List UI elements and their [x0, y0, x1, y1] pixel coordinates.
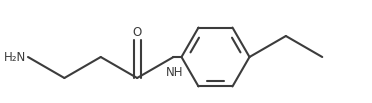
Text: H₂N: H₂N — [4, 50, 26, 64]
Text: O: O — [132, 26, 142, 39]
Text: NH: NH — [166, 66, 183, 79]
